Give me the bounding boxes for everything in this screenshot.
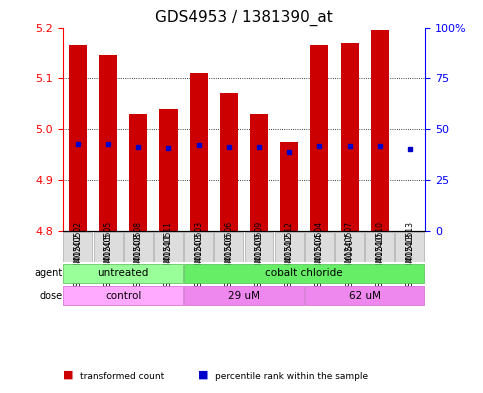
Text: ■: ■: [198, 369, 209, 379]
Text: GSM1240502: GSM1240502: [73, 221, 83, 272]
Bar: [189, 73, 208, 231]
Bar: [311, 45, 328, 231]
FancyBboxPatch shape: [124, 231, 153, 262]
Text: GSM1240503: GSM1240503: [194, 221, 203, 272]
Bar: [159, 109, 178, 231]
FancyBboxPatch shape: [244, 231, 273, 262]
Bar: [280, 142, 298, 231]
Title: GDS4953 / 1381390_at: GDS4953 / 1381390_at: [155, 10, 333, 26]
Text: ■: ■: [63, 369, 73, 379]
Text: dose: dose: [40, 290, 63, 301]
Bar: [220, 94, 238, 231]
Text: GSM1240506: GSM1240506: [224, 221, 233, 272]
FancyBboxPatch shape: [305, 231, 334, 262]
Text: GSM1240509: GSM1240509: [255, 221, 264, 272]
Text: GSM1240512: GSM1240512: [284, 232, 294, 292]
Bar: [371, 30, 389, 231]
Text: GSM1240504: GSM1240504: [315, 221, 324, 272]
Text: GSM1240505: GSM1240505: [103, 221, 113, 272]
Text: percentile rank within the sample: percentile rank within the sample: [215, 372, 368, 381]
FancyBboxPatch shape: [94, 231, 123, 262]
Text: GSM1240511: GSM1240511: [164, 232, 173, 293]
Text: GSM1240509: GSM1240509: [255, 232, 264, 293]
Text: GSM1240504: GSM1240504: [315, 232, 324, 292]
Text: 62 uM: 62 uM: [349, 290, 381, 301]
FancyBboxPatch shape: [184, 231, 213, 262]
Text: GSM1240513: GSM1240513: [405, 232, 414, 293]
FancyBboxPatch shape: [275, 231, 304, 262]
FancyBboxPatch shape: [63, 231, 92, 262]
FancyBboxPatch shape: [63, 264, 183, 283]
FancyBboxPatch shape: [154, 231, 183, 262]
FancyBboxPatch shape: [335, 231, 364, 262]
FancyBboxPatch shape: [214, 231, 243, 262]
Text: control: control: [105, 290, 142, 301]
Text: GSM1240513: GSM1240513: [405, 221, 414, 272]
Text: GSM1240507: GSM1240507: [345, 221, 354, 272]
Bar: [341, 43, 358, 231]
Text: GSM1240502: GSM1240502: [73, 232, 83, 292]
Bar: [99, 55, 117, 231]
Text: GSM1240510: GSM1240510: [375, 232, 384, 293]
Bar: [250, 114, 268, 231]
FancyBboxPatch shape: [63, 286, 183, 305]
Text: GSM1240506: GSM1240506: [224, 232, 233, 293]
Text: agent: agent: [35, 268, 63, 279]
Text: GSM1240510: GSM1240510: [375, 221, 384, 272]
Text: GSM1240505: GSM1240505: [103, 232, 113, 293]
Text: cobalt chloride: cobalt chloride: [266, 268, 343, 279]
Bar: [129, 114, 147, 231]
Text: GSM1240507: GSM1240507: [345, 232, 354, 293]
Bar: [69, 45, 87, 231]
Text: GSM1240508: GSM1240508: [134, 232, 143, 293]
Text: 29 uM: 29 uM: [228, 290, 260, 301]
Text: untreated: untreated: [98, 268, 149, 279]
FancyBboxPatch shape: [184, 286, 304, 305]
FancyBboxPatch shape: [305, 286, 425, 305]
Text: GSM1240503: GSM1240503: [194, 232, 203, 293]
Text: transformed count: transformed count: [80, 372, 164, 381]
Text: GSM1240508: GSM1240508: [134, 221, 143, 272]
FancyBboxPatch shape: [365, 231, 394, 262]
FancyBboxPatch shape: [396, 231, 425, 262]
Text: GSM1240512: GSM1240512: [284, 221, 294, 272]
FancyBboxPatch shape: [184, 264, 425, 283]
Text: GSM1240511: GSM1240511: [164, 221, 173, 272]
